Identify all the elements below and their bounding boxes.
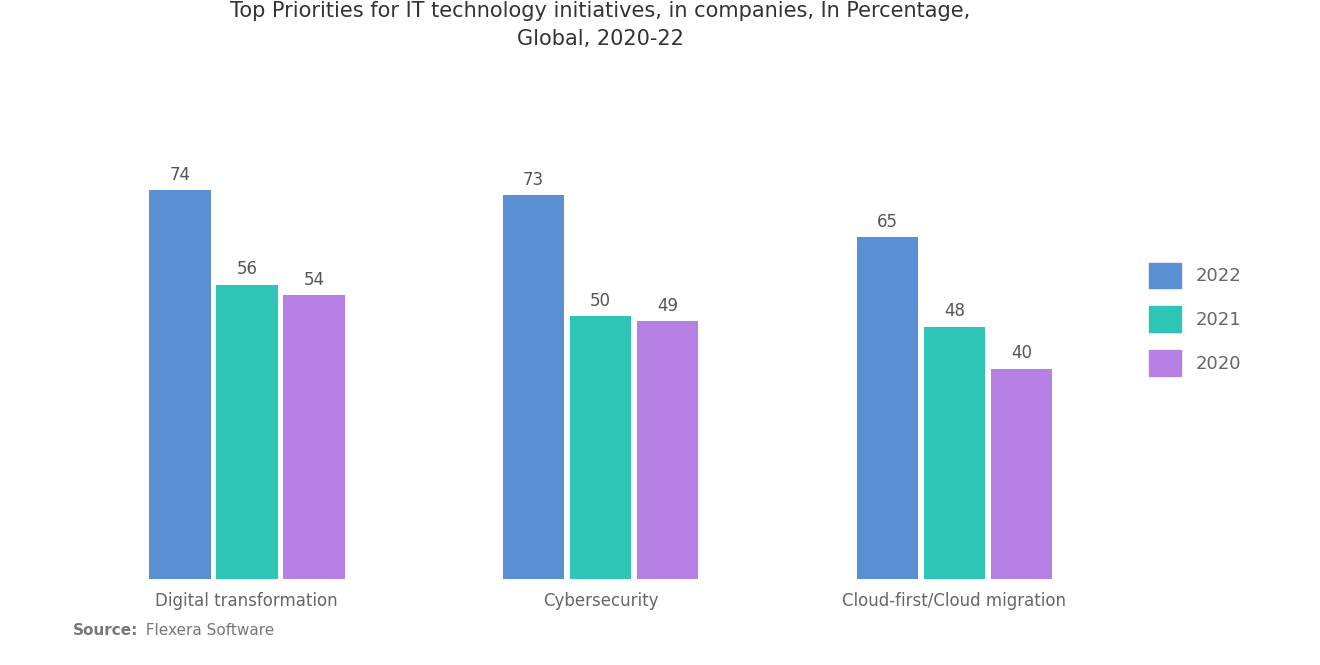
Title: Top Priorities for IT technology initiatives, in companies, In Percentage,
Globa: Top Priorities for IT technology initiat…: [231, 1, 970, 49]
Text: 48: 48: [944, 303, 965, 321]
Text: 49: 49: [657, 297, 678, 315]
Text: 40: 40: [1011, 344, 1032, 362]
Bar: [570, 316, 631, 579]
Text: 56: 56: [236, 260, 257, 278]
Text: Flexera Software: Flexera Software: [136, 623, 275, 638]
Bar: [636, 321, 698, 579]
Bar: [503, 196, 565, 579]
Bar: [216, 285, 277, 579]
Legend: 2022, 2021, 2020: 2022, 2021, 2020: [1142, 255, 1249, 383]
Text: 74: 74: [169, 166, 190, 184]
Bar: [149, 190, 211, 579]
Bar: [857, 237, 919, 579]
Bar: [924, 327, 985, 579]
Text: 54: 54: [304, 271, 325, 289]
Bar: [282, 295, 345, 579]
Text: 50: 50: [590, 292, 611, 310]
Text: 73: 73: [523, 171, 544, 189]
Text: Source:: Source:: [73, 623, 139, 638]
Text: 65: 65: [876, 213, 898, 231]
Bar: [990, 368, 1052, 579]
